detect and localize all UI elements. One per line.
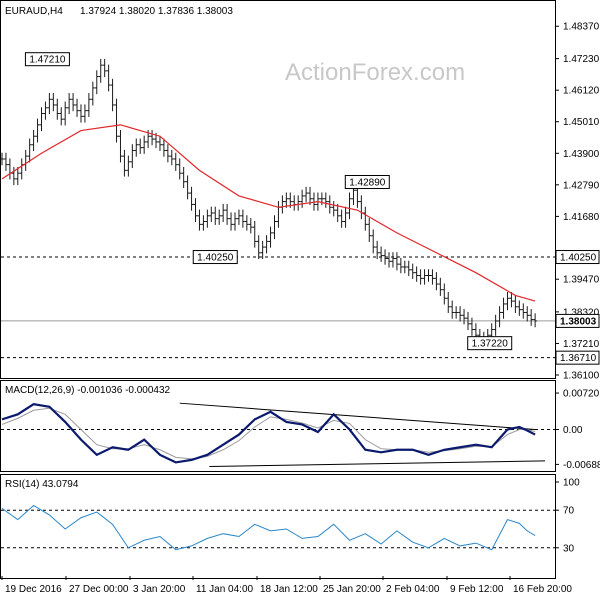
x-tick-label: 2 Feb 04:00 — [386, 584, 440, 595]
x-axis: 19 Dec 2016 27 Dec 00:00 3 Jan 20:00 11 Jan… — [1, 576, 572, 595]
x-tick-label: 27 Dec 00:00 — [69, 584, 129, 595]
macd-line — [1, 403, 536, 464]
watermark: ActionForex.com — [285, 59, 465, 86]
x-tick-label: 16 Feb 20:00 — [513, 584, 572, 595]
price-y-tick-label: 1.36100 — [563, 371, 600, 382]
price-y-tick-label: 1.45010 — [563, 117, 600, 128]
price-level-tag-box — [555, 350, 600, 365]
x-tick-label: 3 Jan 20:00 — [133, 584, 186, 595]
price-y-tick-label: 1.46120 — [563, 86, 600, 97]
annotation-box — [467, 336, 513, 351]
price-y-tick-label: 1.48370 — [563, 22, 600, 33]
macd-trendline — [179, 402, 536, 431]
macd-y-tick-label: -0.006888 — [563, 460, 600, 471]
rsi-layer — [1, 504, 555, 551]
macd-y-tick-label: 0.007201 — [563, 389, 600, 400]
price-y-tick-label: 1.42790 — [563, 180, 600, 191]
macd-trendline — [209, 460, 546, 467]
macd-y-tick-label: 0.00 — [563, 425, 583, 436]
rsi-header: RSI(14) 43.0794 — [5, 479, 79, 490]
x-tick-label: 18 Jan 12:00 — [260, 584, 318, 595]
annotation-box — [344, 174, 390, 189]
price-panel-frame — [0, 0, 556, 379]
price-level-tags: 1.40250 1.36710 1.38003 — [555, 250, 600, 365]
price-y-tick-label: 1.37210 — [563, 339, 600, 350]
annotation-label: 1.42890 — [349, 177, 386, 188]
price-level-tag-label: 1.40250 — [560, 253, 597, 264]
price-moving-average — [1, 124, 536, 302]
rsi-y-tick-label: 30 — [563, 543, 575, 554]
macd-header: MACD(12,26,9) -0.001036 -0.000432 — [5, 385, 171, 396]
x-tick-label: 9 Feb 12:00 — [450, 584, 504, 595]
macd-signal-line — [1, 407, 536, 460]
rsi-line — [1, 504, 536, 551]
price-level-tag-label: 1.36710 — [560, 353, 597, 364]
price-y-axis: 1.48370 1.47230 1.46120 1.45010 1.43900 1.427… — [555, 22, 600, 382]
moving-average-line — [1, 124, 536, 302]
price-y-tick-label: 1.38320 — [563, 307, 600, 318]
annotation-label: 1.37220 — [472, 339, 509, 350]
x-tick-label: 25 Jan 20:00 — [323, 584, 381, 595]
price-bars — [0, 58, 538, 348]
rsi-y-tick-label: 70 — [563, 506, 575, 517]
price-annotations: 1.47210 1.42890 1.40250 1.37220 — [24, 52, 513, 351]
price-y-tick-label: 1.41680 — [563, 212, 600, 223]
macd-panel-frame — [0, 380, 556, 472]
price-y-tick-label: 1.43900 — [563, 149, 600, 160]
annotation-label: 1.47210 — [29, 55, 66, 66]
rsi-panel-frame — [0, 474, 556, 579]
price-level-tag-label: 1.38003 — [560, 316, 597, 327]
annotation-label: 1.40250 — [197, 253, 234, 264]
x-tick-label: 19 Dec 2016 — [5, 584, 62, 595]
price-levels — [1, 256, 555, 359]
price-level-tag-box — [555, 250, 600, 265]
annotation-box — [24, 52, 70, 67]
annotation-box — [192, 250, 238, 265]
price-header-symbol: EURAUD,H4 — [5, 6, 63, 17]
price-y-tick-label: 1.39470 — [563, 275, 600, 286]
price-level-tag-box — [555, 313, 600, 328]
rsi-y-axis: 100 70 30 — [555, 478, 580, 554]
price-y-tick-label: 1.47230 — [563, 54, 600, 65]
macd-layer — [1, 402, 555, 467]
price-header-ohlc: 1.37924 1.38020 1.37836 1.38003 — [80, 6, 233, 17]
x-tick-label: 11 Jan 04:00 — [196, 584, 254, 595]
macd-y-axis: 0.007201 0.00 -0.006888 — [555, 389, 600, 471]
rsi-y-tick-label: 100 — [563, 478, 580, 489]
